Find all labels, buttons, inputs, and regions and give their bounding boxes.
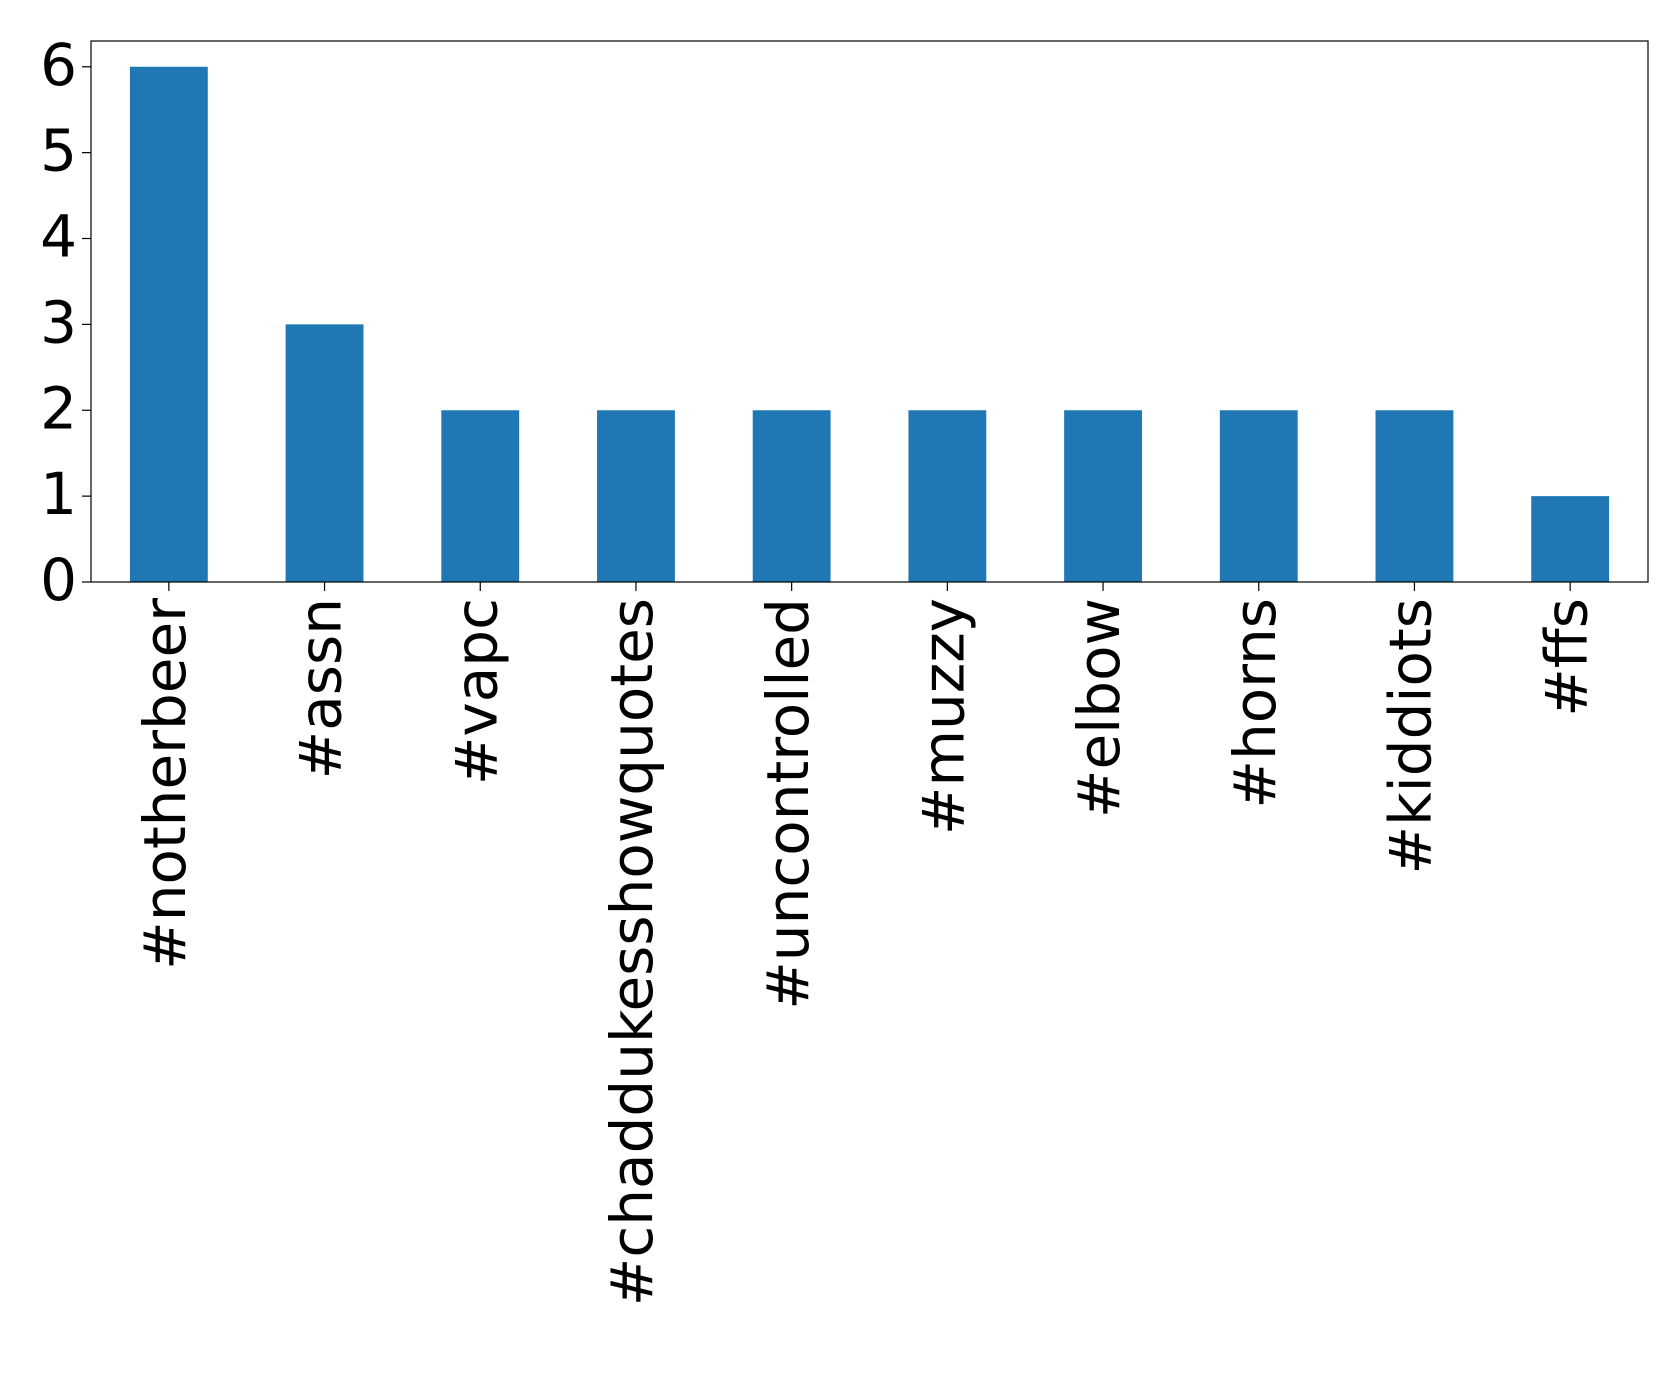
bar	[1219, 410, 1298, 582]
x-tick-label: #horns	[1221, 598, 1289, 809]
x-tick-label: #uncontrolled	[754, 598, 822, 1010]
bar	[285, 324, 364, 582]
bar	[752, 410, 831, 582]
bar	[1064, 410, 1142, 582]
y-tick-label: 6	[40, 31, 77, 99]
bar	[1531, 496, 1610, 582]
bar	[908, 410, 987, 582]
y-tick-label: 3	[40, 288, 77, 356]
bar	[597, 410, 675, 582]
y-tick-label: 1	[40, 460, 77, 528]
x-tick-label: #muzzy	[909, 598, 977, 835]
x-tick-label: #elbow	[1065, 598, 1133, 818]
x-tick-label: #ffs	[1532, 598, 1600, 717]
x-tick-label: #vapc	[442, 598, 510, 785]
x-tick-label: #chaddukesshowquotes	[598, 598, 666, 1306]
x-tick-label: #kiddiots	[1377, 598, 1445, 875]
y-tick-label: 2	[40, 374, 77, 442]
bar	[129, 66, 208, 582]
bar	[1375, 410, 1454, 582]
bar	[441, 410, 520, 582]
x-tick-label: #assn	[287, 598, 355, 779]
y-tick-label: 0	[40, 546, 77, 614]
y-tick-label: 5	[40, 117, 77, 185]
plot-frame	[90, 40, 1649, 583]
x-tick-label: #notherbeer	[131, 598, 199, 970]
y-tick-label: 4	[40, 203, 77, 271]
